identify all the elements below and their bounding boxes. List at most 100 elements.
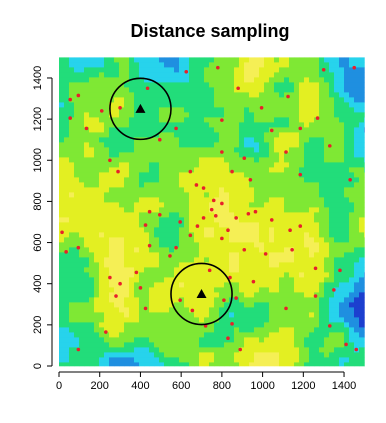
field-cell: [169, 267, 174, 272]
field-cell: [174, 57, 179, 62]
field-cell: [349, 247, 354, 252]
field-cell: [364, 87, 365, 92]
field-cell: [329, 342, 334, 347]
field-cell: [164, 232, 169, 237]
field-cell: [359, 252, 364, 257]
field-cell: [279, 307, 284, 312]
field-cell: [79, 337, 84, 342]
field-cell: [274, 152, 279, 157]
field-cell: [359, 317, 364, 322]
field-cell: [294, 177, 299, 182]
field-cell: [129, 252, 134, 257]
field-cell: [129, 97, 134, 102]
field-cell: [114, 187, 119, 192]
field-cell: [109, 307, 114, 312]
field-cell: [224, 347, 229, 352]
field-cell: [154, 252, 159, 257]
field-cell: [104, 322, 109, 327]
field-cell: [314, 232, 319, 237]
field-cell: [164, 242, 169, 247]
field-cell: [104, 282, 109, 287]
field-cell: [89, 132, 94, 137]
field-cell: [134, 357, 139, 362]
field-cell: [244, 347, 249, 352]
field-cell: [284, 72, 289, 77]
field-cell: [139, 122, 144, 127]
field-cell: [334, 312, 339, 317]
field-cell: [99, 82, 104, 87]
field-cell: [129, 192, 134, 197]
field-cell: [89, 197, 94, 202]
field-cell: [304, 212, 309, 217]
field-cell: [274, 187, 279, 192]
field-cell: [244, 227, 249, 232]
field-cell: [94, 172, 99, 177]
field-cell: [224, 317, 229, 322]
field-cell: [294, 87, 299, 92]
field-cell: [129, 262, 134, 267]
field-cell: [104, 77, 109, 82]
field-cell: [64, 242, 69, 247]
field-cell: [174, 177, 179, 182]
field-cell: [74, 252, 79, 257]
field-cell: [79, 167, 84, 172]
field-cell: [309, 117, 314, 122]
field-cell: [339, 202, 344, 207]
field-cell: [274, 352, 279, 357]
field-cell: [154, 127, 159, 132]
field-cell: [289, 167, 294, 172]
field-cell: [134, 307, 139, 312]
field-cell: [194, 267, 199, 272]
field-cell: [264, 347, 269, 352]
field-cell: [249, 97, 254, 102]
field-cell: [104, 127, 109, 132]
field-cell: [249, 287, 254, 292]
field-cell: [354, 322, 359, 327]
field-cell: [249, 167, 254, 172]
field-cell: [94, 217, 99, 222]
field-cell: [59, 282, 64, 287]
field-cell: [354, 92, 359, 97]
field-cell: [299, 302, 304, 307]
field-cell: [129, 87, 134, 92]
field-cell: [274, 362, 279, 366]
field-cell: [179, 102, 184, 107]
field-cell: [314, 297, 319, 302]
field-cell: [269, 262, 274, 267]
field-cell: [264, 267, 269, 272]
field-cell: [224, 267, 229, 272]
field-cell: [89, 152, 94, 157]
field-cell: [79, 287, 84, 292]
field-cell: [259, 122, 264, 127]
field-cell: [74, 207, 79, 212]
field-cell: [234, 352, 239, 357]
field-cell: [179, 257, 184, 262]
field-cell: [349, 232, 354, 237]
field-cell: [99, 187, 104, 192]
field-cell: [314, 312, 319, 317]
field-cell: [199, 317, 204, 322]
field-cell: [149, 307, 154, 312]
field-cell: [94, 227, 99, 232]
field-cell: [244, 147, 249, 152]
field-cell: [134, 352, 139, 357]
field-cell: [199, 57, 204, 62]
field-cell: [99, 282, 104, 287]
field-cell: [154, 292, 159, 297]
field-cell: [184, 87, 189, 92]
field-cell: [274, 292, 279, 297]
field-cell: [264, 187, 269, 192]
field-cell: [84, 257, 89, 262]
field-cell: [69, 107, 74, 112]
field-cell: [144, 232, 149, 237]
field-cell: [129, 352, 134, 357]
field-cell: [269, 102, 274, 107]
field-cell: [79, 162, 84, 167]
field-cell: [79, 207, 84, 212]
field-cell: [209, 162, 214, 167]
field-cell: [354, 217, 359, 222]
field-cell: [99, 337, 104, 342]
field-cell: [269, 172, 274, 177]
field-cell: [304, 167, 309, 172]
field-cell: [64, 167, 69, 172]
